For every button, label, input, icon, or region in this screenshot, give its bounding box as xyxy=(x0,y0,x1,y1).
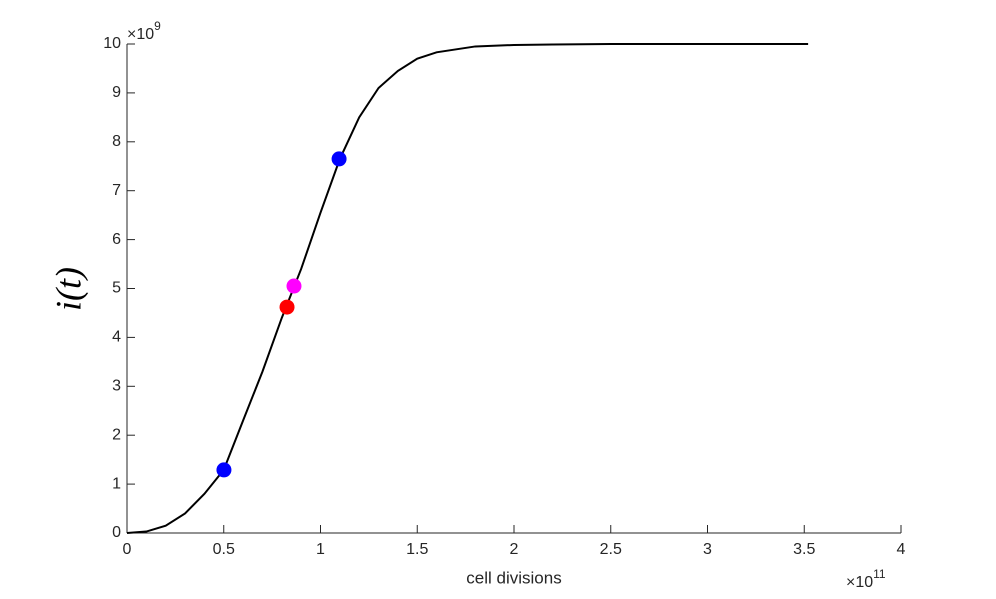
y-tick-label: 0 xyxy=(112,524,121,541)
x-tick-label: 1 xyxy=(316,541,325,558)
x-tick-label: 3 xyxy=(703,541,712,558)
x-tick-label: 0.5 xyxy=(213,541,235,558)
y-tick-label: 1 xyxy=(112,475,121,492)
point xyxy=(279,299,295,315)
x-multiplier-power: 11 xyxy=(873,567,886,581)
point xyxy=(286,278,302,294)
y-tick-label: 4 xyxy=(112,329,121,346)
y-multiplier-power: 9 xyxy=(154,19,161,33)
x-tick-label: 1.5 xyxy=(406,541,428,558)
x-tick-label: 2.5 xyxy=(600,541,622,558)
x-multiplier-base: ×10 xyxy=(846,574,873,591)
curve xyxy=(126,43,809,534)
y-multiplier: ×109 xyxy=(127,19,161,43)
y-tick-label: 2 xyxy=(112,426,121,443)
y-tick-label: 10 xyxy=(103,35,121,52)
x-multiplier: ×1011 xyxy=(846,567,886,591)
y-multiplier-base: ×10 xyxy=(127,26,154,43)
x-axis-label: cell divisions xyxy=(466,568,561,587)
y-tick-label: 3 xyxy=(112,378,121,395)
x-tick-label: 3.5 xyxy=(793,541,815,558)
y-tick-label: 9 xyxy=(112,84,121,101)
y-axis-label: i(t) xyxy=(48,267,88,311)
x-tick-label: 4 xyxy=(897,541,906,558)
y-tick-label: 5 xyxy=(112,280,121,297)
y-tick-label: 8 xyxy=(112,133,121,150)
point xyxy=(331,151,347,167)
x-tick-label: 2 xyxy=(510,541,519,558)
x-tick-label: 0 xyxy=(123,541,132,558)
y-tick-label: 7 xyxy=(112,182,121,199)
y-tick-label: 6 xyxy=(112,231,121,248)
point xyxy=(216,462,232,478)
